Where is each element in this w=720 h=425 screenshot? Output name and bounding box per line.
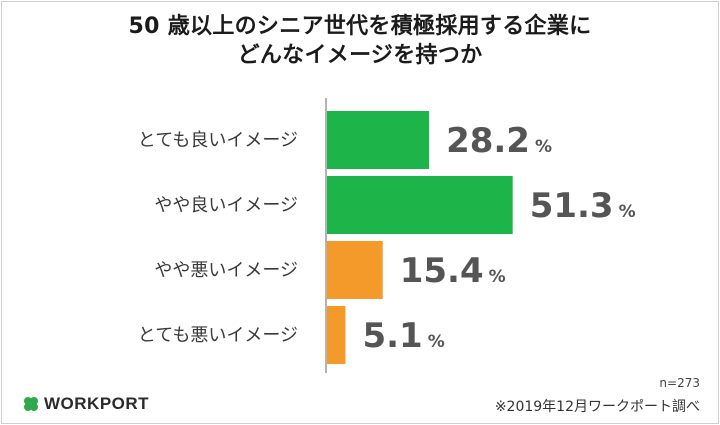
category-label: とても悪いイメージ bbox=[138, 325, 298, 346]
bar bbox=[327, 176, 513, 234]
value-unit: % bbox=[535, 137, 552, 157]
bars-group: とても良いイメージ 28.2 % やや良いイメージ 51.3 % やや悪いイメージ 15.4%… bbox=[138, 111, 636, 364]
bar bbox=[327, 111, 430, 169]
value-unit: % bbox=[489, 267, 506, 287]
workport-logo: WORKPORT bbox=[22, 394, 149, 414]
bar bbox=[327, 306, 346, 364]
source-note: ※2019年12月ワークポート調べ bbox=[494, 399, 700, 415]
category-label: やや良いイメージ bbox=[154, 195, 298, 216]
logo-text: WORKPORT bbox=[44, 394, 150, 413]
value-unit: % bbox=[428, 332, 445, 352]
clover-icon bbox=[24, 397, 38, 411]
value-label: 28.2% bbox=[446, 121, 552, 161]
title-line-2: どんなイメージを持つか bbox=[237, 43, 483, 68]
bar bbox=[327, 241, 383, 299]
category-label: とても良いイメージ bbox=[138, 130, 298, 151]
value-label: 51.3% bbox=[530, 186, 636, 226]
value-label: 5.1% bbox=[362, 316, 444, 356]
category-label: やや悪いイメージ bbox=[154, 260, 298, 281]
title-line-1: 50 歳以上のシニア世代を積極採用する企業に bbox=[128, 14, 592, 39]
value-label: 15.4% bbox=[400, 251, 506, 291]
sample-size-note: n=273 bbox=[659, 376, 700, 390]
value-unit: % bbox=[619, 202, 636, 222]
chart-title: 50 歳以上のシニア世代を積極採用する企業に どんなイメージを持つか bbox=[0, 12, 720, 70]
